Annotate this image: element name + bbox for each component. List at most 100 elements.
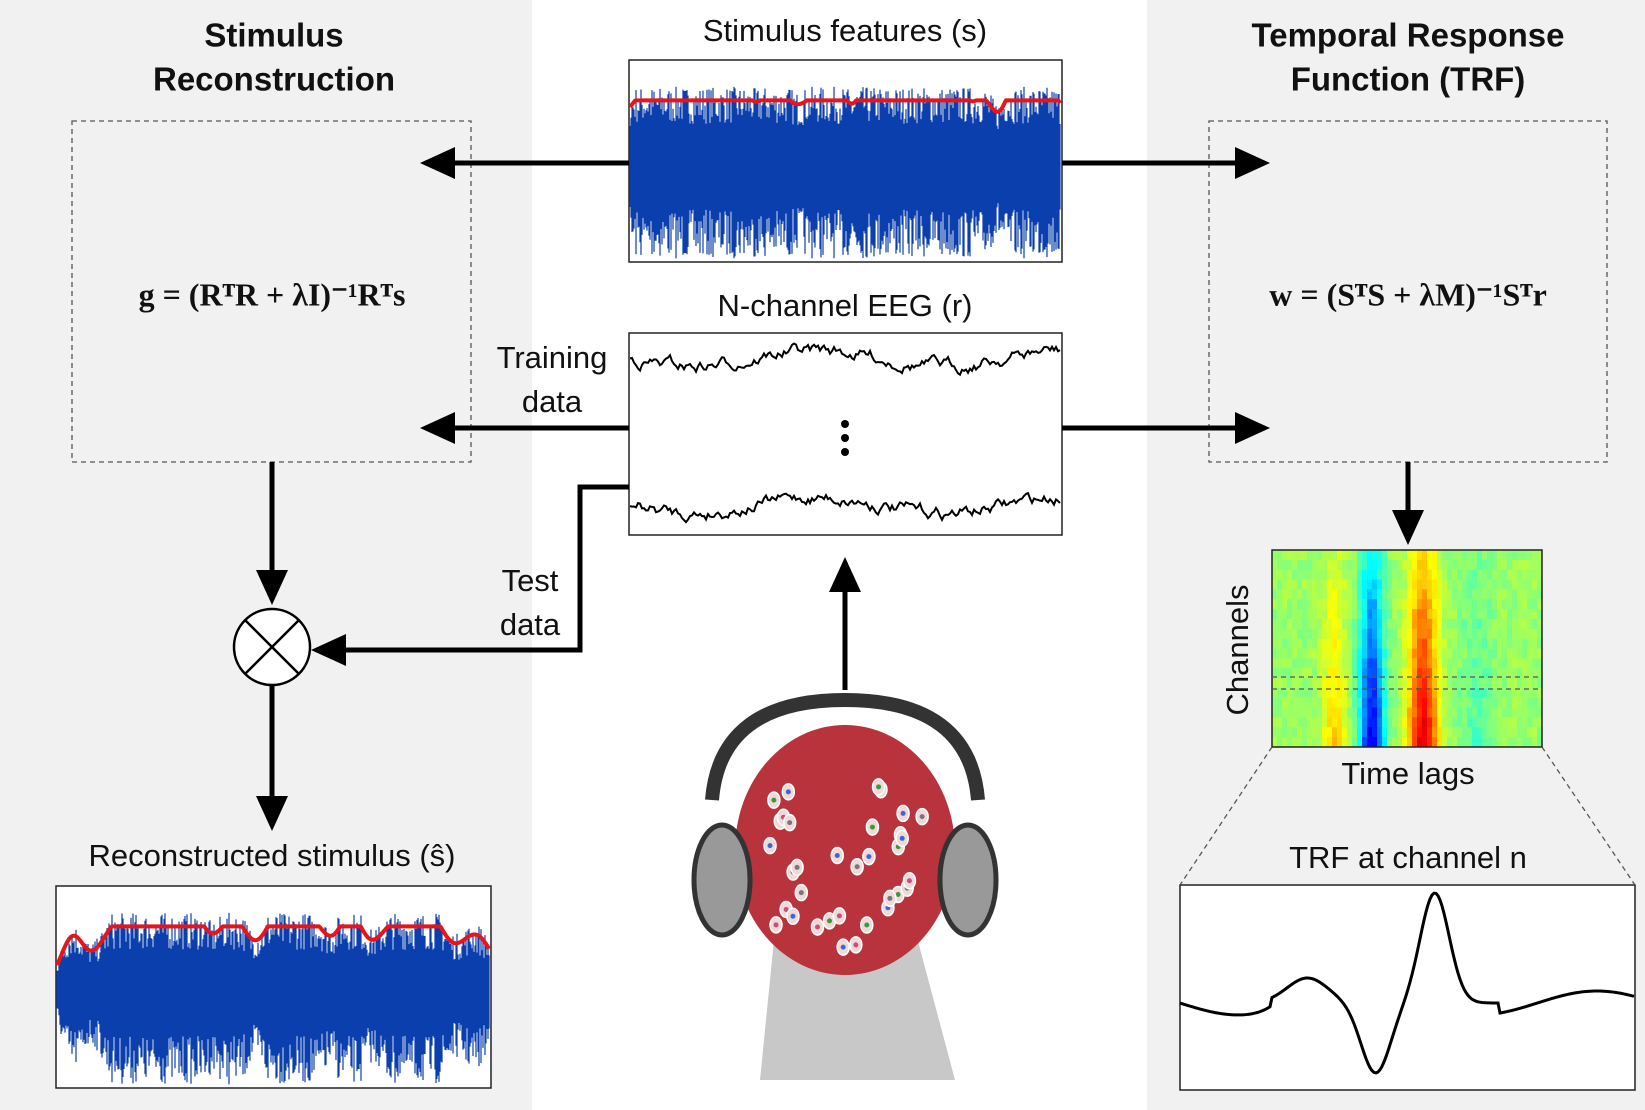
heatmap-cell	[1527, 717, 1533, 728]
heatmap-cell	[1442, 668, 1448, 679]
heatmap-cell	[1442, 559, 1448, 571]
heatmap-cell	[1422, 628, 1428, 640]
heatmap-cell	[1332, 599, 1338, 610]
heatmap-cell	[1522, 737, 1528, 748]
heatmap-cell	[1537, 589, 1543, 600]
heatmap-cell	[1467, 628, 1473, 640]
heatmap-cell	[1467, 717, 1473, 728]
heatmap-cell	[1537, 707, 1543, 718]
heatmap-cell	[1342, 707, 1348, 718]
heatmap-cell	[1417, 599, 1423, 610]
heatmap-cell	[1432, 697, 1438, 709]
heatmap-cell	[1312, 628, 1318, 640]
heatmap-cell	[1482, 678, 1488, 689]
heatmap-cell	[1307, 668, 1313, 679]
heatmap-cell	[1377, 687, 1383, 699]
heatmap-cell	[1497, 737, 1503, 748]
heatmap-cell	[1492, 638, 1498, 649]
heatmap-cell	[1347, 589, 1353, 600]
heatmap-cell	[1372, 550, 1378, 561]
heatmap-cell	[1432, 599, 1438, 610]
heatmap-cell	[1302, 628, 1308, 640]
heatmap-cell	[1292, 589, 1298, 600]
heatmap-cell	[1537, 638, 1543, 649]
heatmap-cell	[1367, 668, 1373, 679]
heatmap-cell	[1492, 687, 1498, 699]
heatmap-cell	[1327, 668, 1333, 679]
heatmap-cell	[1507, 638, 1513, 649]
heatmap-cell	[1347, 678, 1353, 689]
heatmap-cell	[1487, 599, 1493, 610]
heatmap-cell	[1382, 569, 1388, 581]
heatmap-cell	[1422, 569, 1428, 581]
heatmap-cell	[1302, 727, 1308, 738]
heatmap-cell	[1512, 618, 1518, 630]
heatmap-cell	[1282, 559, 1288, 571]
heatmap-cell	[1487, 678, 1493, 689]
electrode-center	[783, 906, 789, 912]
heatmap-cell	[1352, 687, 1358, 699]
heatmap-cell	[1492, 717, 1498, 728]
heatmap-cell	[1387, 678, 1393, 689]
heatmap-cell	[1472, 678, 1478, 689]
heatmap-cell	[1287, 599, 1293, 610]
heatmap-cell	[1482, 727, 1488, 738]
heatmap-cell	[1527, 569, 1533, 581]
heatmap-cell	[1537, 559, 1543, 571]
electrode-center	[787, 820, 793, 826]
heatmap-cell	[1452, 550, 1458, 561]
heatmap-cell	[1482, 589, 1488, 600]
heatmap-cell	[1337, 678, 1343, 689]
heatmap-cell	[1377, 727, 1383, 738]
heatmap-cell	[1357, 668, 1363, 679]
heatmap-cell	[1322, 697, 1328, 709]
heatmap-cell	[1537, 737, 1543, 748]
heatmap-cell	[1507, 599, 1513, 610]
heatmap-cell	[1357, 638, 1363, 649]
heatmap-cell	[1342, 727, 1348, 738]
heatmap-cell	[1347, 599, 1353, 610]
heatmap-cell	[1312, 678, 1318, 689]
electrode-center	[798, 890, 804, 896]
heatmap-cell	[1447, 638, 1453, 649]
heatmap-cell	[1467, 707, 1473, 718]
heatmap-cell	[1487, 707, 1493, 718]
heatmap-cell	[1272, 569, 1278, 581]
heatmap-cell	[1377, 609, 1383, 620]
heatmap-cell	[1537, 668, 1543, 679]
heatmap-cell	[1322, 638, 1328, 649]
left-title: Reconstruction	[153, 61, 395, 98]
heatmap-cell	[1417, 550, 1423, 561]
electrode-center	[815, 924, 821, 930]
heatmap-cell	[1452, 717, 1458, 728]
heatmap-cell	[1282, 550, 1288, 561]
heatmap-cell	[1502, 628, 1508, 640]
heatmap-cell	[1322, 569, 1328, 581]
heatmap-cell	[1397, 717, 1403, 728]
heatmap-cell	[1502, 678, 1508, 689]
heatmap-cell	[1322, 648, 1328, 659]
heatmap-cell	[1432, 550, 1438, 561]
heatmap-cell	[1462, 550, 1468, 561]
heatmap-cell	[1527, 628, 1533, 640]
heatmap-cell	[1327, 638, 1333, 649]
electrode-center	[790, 913, 796, 919]
heatmap-cell	[1302, 550, 1308, 561]
heatmap-cell	[1537, 678, 1543, 689]
heatmap-cell	[1412, 599, 1418, 610]
reconstruction-waveform	[55, 912, 491, 1085]
heatmap-cell	[1392, 707, 1398, 718]
heatmap-cell	[1527, 638, 1533, 649]
heatmap-cell	[1532, 599, 1538, 610]
heatmap-cell	[1487, 638, 1493, 649]
heatmap-cell	[1332, 678, 1338, 689]
heatmap-cell	[1532, 579, 1538, 590]
heatmap-cell	[1317, 727, 1323, 738]
heatmap-cell	[1432, 628, 1438, 640]
heatmap-cell	[1367, 727, 1373, 738]
heatmap-cell	[1347, 727, 1353, 738]
heatmap-cell	[1497, 609, 1503, 620]
heatmap-cell	[1507, 559, 1513, 571]
heatmap-cell	[1287, 648, 1293, 659]
heatmap-cell	[1432, 658, 1438, 669]
